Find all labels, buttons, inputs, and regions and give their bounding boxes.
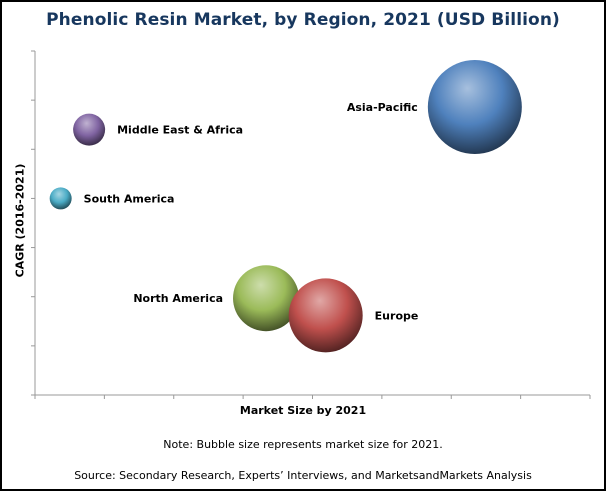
bubble-south-america <box>49 187 72 210</box>
chart-note: Note: Bubble size represents market size… <box>163 438 443 451</box>
chart-source: Source: Secondary Research, Experts’ Int… <box>74 469 532 482</box>
bubble-north-america <box>233 265 300 332</box>
bubble-middle-east-africa <box>73 113 106 146</box>
chart-title: Phenolic Resin Market, by Region, 2021 (… <box>46 10 560 30</box>
bubble-label: Europe <box>375 309 419 322</box>
y-axis-label: CAGR (2016-2021) <box>13 163 27 278</box>
bubble-label: South America <box>84 192 175 205</box>
bubble-europe <box>288 278 363 353</box>
x-axis-label: Market Size by 2021 <box>239 404 367 417</box>
bubble-label: Asia-Pacific <box>347 101 418 114</box>
bubble-label: North America <box>133 292 223 305</box>
bubble-label: Middle East & Africa <box>117 124 243 137</box>
bubble-asia-pacific <box>427 60 522 155</box>
